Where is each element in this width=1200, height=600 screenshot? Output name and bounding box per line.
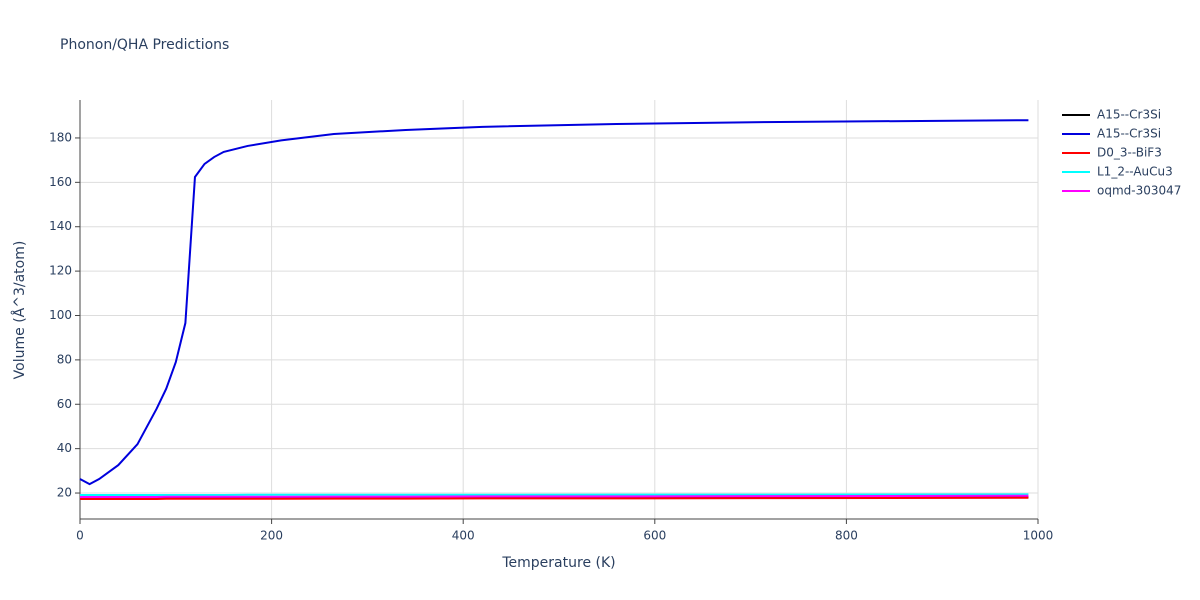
x-tick-label: 600	[643, 529, 666, 543]
y-axis-label: Volume (Å^3/atom)	[11, 241, 28, 380]
x-tick-label: 1000	[1023, 529, 1054, 543]
series-line	[79, 119, 1029, 486]
legend-label: oqmd-303047	[1097, 184, 1181, 198]
x-tick-label: 0	[76, 529, 84, 543]
x-axis-label: Temperature (K)	[501, 555, 615, 571]
legend-label: A15--Cr3Si	[1097, 108, 1161, 122]
x-tick-label: 200	[260, 529, 283, 543]
y-tick-label: 40	[57, 441, 72, 455]
series-line	[80, 494, 1029, 499]
legend-label: L1_2--AuCu3	[1097, 165, 1173, 179]
x-tick-label: 800	[835, 529, 858, 543]
y-tick-label: 160	[49, 175, 72, 189]
y-tick-label: 180	[49, 130, 72, 144]
y-tick-label: 20	[57, 486, 72, 500]
y-tick-label: 80	[57, 352, 72, 366]
y-tick-label: 140	[49, 219, 72, 233]
y-tick-label: 60	[57, 397, 72, 411]
series-line	[80, 496, 1029, 501]
legend-label: A15--Cr3Si	[1097, 127, 1161, 141]
x-tick-label: 400	[452, 529, 475, 543]
chart-title: Phonon/QHA Predictions	[60, 37, 229, 53]
legend-label: D0_3--BiF3	[1097, 146, 1162, 160]
y-tick-label: 120	[49, 264, 72, 278]
y-tick-label: 100	[49, 308, 72, 322]
series-line	[80, 493, 1029, 497]
